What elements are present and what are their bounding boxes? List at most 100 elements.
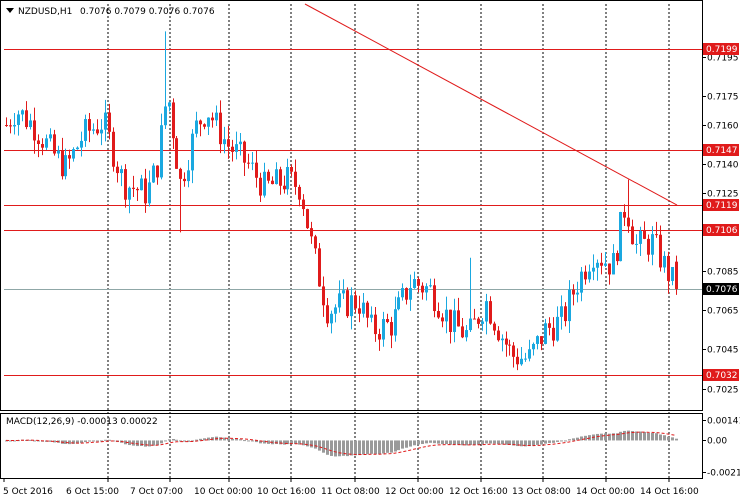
candle-body <box>330 313 333 324</box>
macd-bar <box>354 440 357 456</box>
level-price-tag <box>703 224 739 236</box>
macd-bar <box>124 440 127 445</box>
candle-body <box>120 169 123 174</box>
candle-body <box>279 169 282 186</box>
candle-body <box>183 178 186 182</box>
candle-body <box>382 319 385 340</box>
price-tag-label: 0.7076 <box>706 285 738 295</box>
candle-body <box>263 171 266 196</box>
candle-body <box>417 279 420 286</box>
candle-body <box>172 102 175 139</box>
time-label: 11 Oct 08:00 <box>321 487 380 497</box>
macd-bar <box>489 440 492 444</box>
macd-bar <box>564 440 567 442</box>
time-label: 10 Oct 00:00 <box>194 487 253 497</box>
candle-body <box>386 319 389 323</box>
candle-body <box>286 166 289 190</box>
macd-bar <box>580 436 583 441</box>
macd-bar <box>421 440 424 444</box>
candle-body <box>191 133 194 171</box>
candle-body <box>187 170 190 182</box>
candle-body <box>116 166 119 174</box>
macd-bar <box>608 433 611 441</box>
candle-body <box>663 255 666 268</box>
macd-bar <box>417 440 420 445</box>
macd-bar <box>322 440 325 453</box>
candle-body <box>485 301 488 322</box>
macd-label: MACD(12,26,9) -0.00013 0.00022 <box>6 417 158 427</box>
macd-bar <box>64 440 67 444</box>
candle-body <box>612 253 615 275</box>
macd-bar <box>485 440 488 444</box>
macd-bar <box>584 435 587 441</box>
candle-body <box>41 144 44 148</box>
macd-bar <box>358 440 361 456</box>
candle-body <box>659 234 662 268</box>
candle-body <box>608 263 611 275</box>
candle-body <box>469 318 472 331</box>
macd-bar <box>441 440 444 445</box>
candle-body <box>342 290 345 294</box>
candle-body <box>211 117 214 121</box>
time-label: 10 Oct 16:00 <box>257 487 316 497</box>
macd-bar <box>243 440 246 442</box>
macd-bar <box>96 440 99 442</box>
candle-body <box>623 212 626 218</box>
macd-bar <box>449 440 452 445</box>
macd-bar <box>635 431 638 441</box>
macd-bar <box>175 439 178 441</box>
level-price-tag <box>703 199 739 211</box>
candle-body <box>425 286 428 293</box>
candle-body <box>175 138 178 169</box>
macd-bar <box>568 439 571 441</box>
candle-body <box>227 139 230 147</box>
candle-body <box>219 112 222 145</box>
macd-bar <box>675 438 678 441</box>
macd-bar <box>639 431 642 441</box>
macd-bar <box>616 433 619 441</box>
candle-body <box>358 308 361 314</box>
candle-body <box>76 147 79 150</box>
candle-body <box>195 120 198 134</box>
macd-bar <box>179 440 182 442</box>
macd-bar <box>532 440 535 446</box>
candle-body <box>394 309 397 336</box>
candle-body <box>520 358 523 365</box>
macd-bar <box>627 430 630 441</box>
candle-body <box>88 119 91 131</box>
macd-bar <box>619 431 622 441</box>
candle-body <box>596 262 599 268</box>
price-tick-label: 0.7065 <box>707 307 739 317</box>
candle-body <box>290 166 293 172</box>
macd-bar <box>425 440 428 444</box>
macd-bar <box>516 440 519 447</box>
macd-bar <box>207 437 210 441</box>
candle-body <box>57 150 60 154</box>
macd-bar <box>465 440 468 446</box>
candle-body <box>100 129 103 134</box>
macd-bar <box>663 435 666 441</box>
macd-bar <box>536 440 539 445</box>
macd-bar <box>13 440 16 442</box>
macd-bar <box>318 440 321 451</box>
dropdown-triangle-icon[interactable] <box>6 8 14 13</box>
candle-body <box>453 310 456 332</box>
macd-bar <box>294 440 297 445</box>
candle-body <box>350 295 353 317</box>
candle-body <box>9 125 12 127</box>
candle-body <box>283 185 286 190</box>
macd-bar <box>497 440 500 445</box>
price-axis: 0.7195 0.7175 0.7160 0.7140 0.7125 0.7085 0.70… <box>702 54 739 396</box>
macd-bar <box>231 438 234 441</box>
macd-bar <box>362 440 365 455</box>
candle-body <box>655 234 658 236</box>
macd-bar <box>671 437 674 441</box>
macd-bar <box>556 440 559 442</box>
horizontal-levels[interactable] <box>4 49 702 376</box>
macd-bar <box>477 440 480 445</box>
candle-body <box>298 186 301 200</box>
candle-body <box>207 117 210 127</box>
candle-body <box>572 289 575 295</box>
